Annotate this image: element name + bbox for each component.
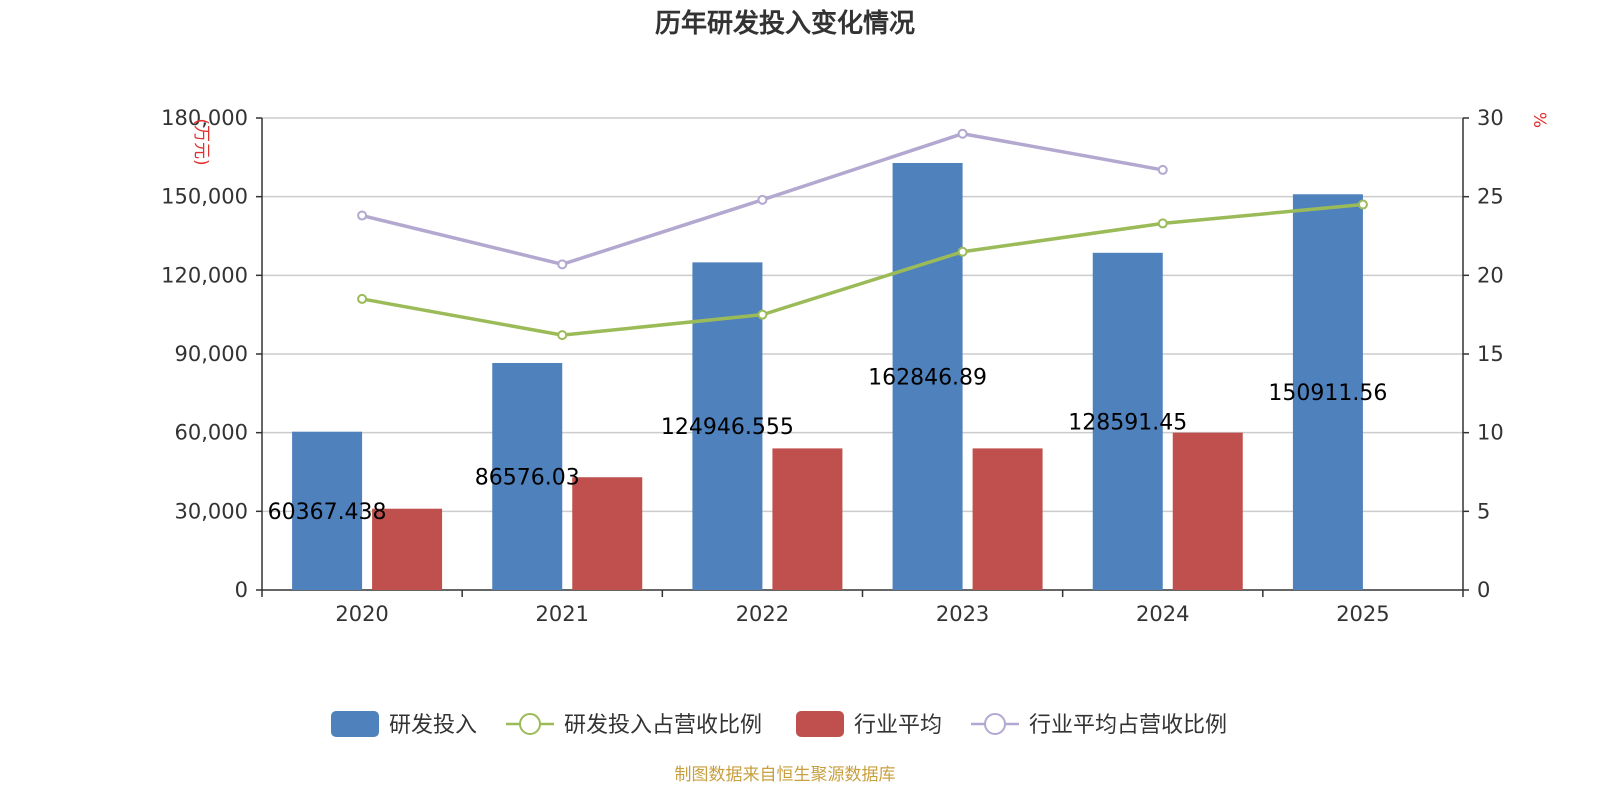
chart-title: 历年研发投入变化情况 [655,8,915,39]
bar-研发投入-2024 [1092,252,1163,591]
legend-marker-3 [984,713,1006,735]
data-label-2021: 86576.03 [475,465,580,490]
point-研发投入占营收比例-2025 [1357,199,1368,210]
bar-行业平均-2021 [572,477,643,590]
right-tick-label-2: 10 [1477,421,1504,445]
bar-data-labels: 60367.438 86576.03 124946.555 162846.89 1285… [268,365,1388,524]
line-series [357,128,1368,341]
bar-行业平均-2020 [372,508,443,590]
point-研发投入占营收比例-2022 [757,309,768,320]
data-source-note: 制图数据来自恒生聚源数据库 [675,765,896,785]
right-tick-label-3: 15 [1477,342,1504,366]
x-tick-label-2023: 2023 [936,602,989,626]
point-研发投入占营收比例-2020 [357,293,368,304]
left-tick-label-5: 150,000 [161,185,248,209]
axes: 0 30,000 60,000 90,000 120,000 150,000 180,000… [161,106,1504,626]
right-tick-label-6: 30 [1477,106,1504,130]
right-axis-unit: % [1529,112,1549,128]
left-tick-label-4: 120,000 [161,263,248,287]
x-tick-label-2022: 2022 [736,602,789,626]
point-研发投入占营收比例-2023 [957,246,968,257]
point-行业平均占营收比例-2023 [957,128,968,139]
bar-研发投入-2020 [292,431,363,590]
grid-lines [262,117,1463,513]
legend-swatch-2 [796,711,844,737]
left-tick-label-3: 90,000 [175,342,248,366]
point-研发投入占营收比例-2024 [1157,218,1168,229]
data-label-2022: 124946.555 [661,415,794,440]
point-行业平均占营收比例-2022 [757,194,768,205]
data-label-2020: 60367.438 [268,500,387,525]
x-tick-label-2021: 2021 [536,602,589,626]
right-tick-label-5: 25 [1477,185,1504,209]
line-研发投入占营收比例 [361,202,1364,337]
x-tick-label-2020: 2020 [335,602,388,626]
x-tick-label-2025: 2025 [1336,602,1389,626]
bar-行业平均-2024 [1172,432,1243,590]
point-研发投入占营收比例-2021 [557,330,568,341]
right-tick-label-1: 5 [1477,499,1490,523]
point-行业平均占营收比例-2020 [357,210,368,221]
right-tick-label-0: 0 [1477,578,1490,602]
legend-label-3: 行业平均占营收比例 [1029,713,1227,738]
legend-label-2: 行业平均 [854,713,942,738]
bar-行业平均-2022 [772,448,843,590]
legend-label-1: 研发投入占营收比例 [564,713,762,738]
bar-series [292,162,1363,591]
legend-swatch-0 [331,711,379,737]
left-tick-label-1: 30,000 [175,499,248,523]
bar-研发投入-2025 [1292,194,1363,590]
point-行业平均占营收比例-2024 [1157,164,1168,175]
left-tick-label-6: 180,000 [161,106,248,130]
data-label-2023: 162846.89 [868,365,987,390]
legend-label-0: 研发投入 [389,713,477,738]
right-tick-label-4: 20 [1477,263,1504,287]
left-axis-unit: (万元) [191,118,211,165]
bar-研发投入-2023 [892,162,963,591]
data-label-2025: 150911.56 [1268,381,1387,406]
point-行业平均占营收比例-2021 [557,259,568,270]
legend-marker-1 [519,713,541,735]
bar-研发投入-2021 [492,362,563,590]
left-tick-label-2: 60,000 [175,421,248,445]
legend: 研发投入 研发投入占营收比例 行业平均 行业平均占营收比例 [331,711,1227,738]
left-tick-label-0: 0 [235,578,248,602]
data-label-2024: 128591.45 [1068,410,1187,435]
x-tick-label-2024: 2024 [1136,602,1189,626]
bar-行业平均-2023 [972,448,1043,590]
